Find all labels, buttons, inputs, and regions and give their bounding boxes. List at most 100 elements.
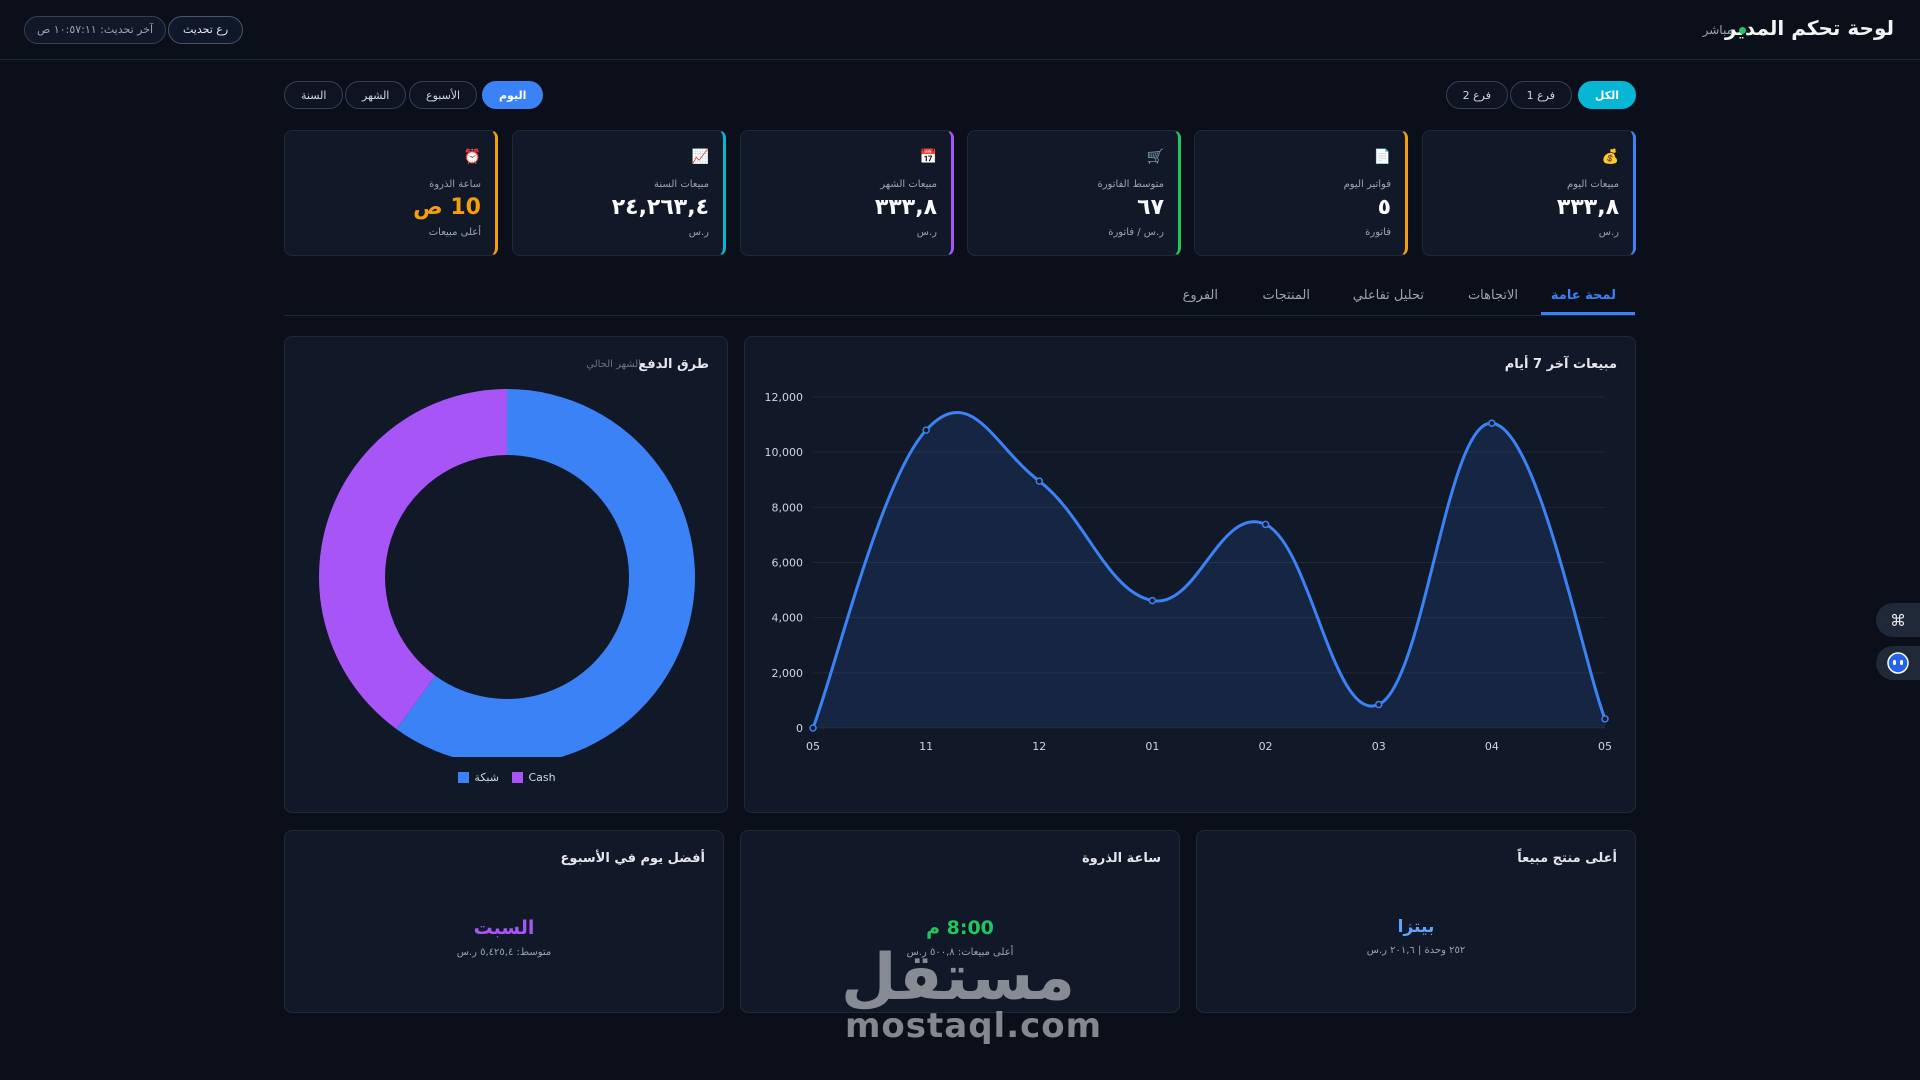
stat-unit: فاتورة [1365, 227, 1391, 238]
period-today-pill[interactable]: اليوم [482, 81, 544, 109]
stat-label: مبيعات الشهر [880, 179, 937, 190]
branch-2-pill[interactable]: فرع 2 [1445, 81, 1508, 109]
data-point [1148, 596, 1157, 605]
assistant-face-icon [1887, 652, 1909, 674]
top-product-title: أعلى منتج مبيعاً [1517, 851, 1617, 866]
data-point [922, 426, 930, 434]
last-update-badge: آخر تحديث: ١٠:٥٧:١١ ص [24, 16, 167, 44]
x-tick-label: 01 [1145, 740, 1159, 753]
x-tick-label: 11 [919, 740, 933, 753]
stat-unit: ر.س [1598, 227, 1619, 238]
peak-hour-value: 8:00 م [926, 917, 994, 939]
sales-area-chart: 0 2,000 4,000 6,000 8,000 10,000 12,000 05 11 12 0… [765, 391, 1613, 753]
stat-card-month-sales: 📅 مبيعات الشهر ٣٣٣,٨ ر.س [740, 130, 954, 256]
live-dot-icon [1739, 26, 1746, 34]
sales-chart-panel: مبيعات آخر 7 أيام 0 2,000 4,000 6,000 8,000 1… [744, 336, 1636, 813]
payment-methods-subtitle: الشهر الحالي [586, 359, 641, 370]
best-day-value: السبت [473, 917, 535, 939]
top-bar: لوحة تحكم المدير مباشر آخر تحديث: ١٠:٥٧:… [0, 0, 1920, 60]
stat-unit: ر.س [916, 227, 937, 238]
period-week-pill[interactable]: الأسبوع [409, 81, 478, 109]
legend-swatch-cash [512, 772, 524, 783]
tab-interactive-analysis[interactable]: تحليل تفاعلي [1352, 288, 1424, 303]
apps-grid-button[interactable]: ⌘ [1876, 603, 1920, 637]
mostaql-watermark: مستقل mostaql.com [840, 941, 1103, 1046]
best-day-title: أفضل يوم في الأسبوع [560, 851, 705, 866]
y-tick-label: 12,000 [765, 391, 804, 404]
best-day-detail: متوسط: ٥,٤٢٥,٤ ر.س [456, 947, 552, 958]
x-tick-label: 02 [1259, 740, 1273, 753]
series-area [813, 412, 1605, 728]
period-year-pill[interactable]: السنة [284, 81, 344, 109]
legend-label: Cash [528, 771, 556, 784]
legend-item-network[interactable]: شبكة [458, 771, 499, 784]
y-tick-label: 8,000 [772, 501, 804, 514]
donut-slice [319, 389, 507, 730]
stat-card-avg-invoice: 🛒 متوسط الفاتورة ٦٧ ر.س / فاتورة [967, 130, 1181, 256]
top-product-panel: أعلى منتج مبيعاً بيتزا ٢٥٢ وحدة | ٢٠١,٦ … [1196, 830, 1636, 1013]
x-tick-label: 03 [1372, 740, 1386, 753]
donut-slice [396, 389, 695, 757]
stat-label: متوسط الفاتورة [1097, 179, 1164, 190]
active-tab-indicator [1541, 312, 1635, 315]
stat-label: مبيعات اليوم [1566, 179, 1619, 190]
stat-card-today-invoices: 📄 فواتير اليوم ٥ فاتورة [1194, 130, 1408, 256]
legend-label: شبكة [474, 771, 499, 784]
cart-icon: 🛒 [1146, 149, 1164, 165]
watermark-latin: mostaql.com [845, 1006, 1103, 1046]
legend-swatch-network [458, 772, 470, 783]
tab-trends[interactable]: الاتجاهات [1467, 288, 1518, 303]
assistant-button[interactable] [1876, 646, 1920, 680]
branch-1-pill[interactable]: فرع 1 [1509, 81, 1572, 109]
y-tick-label: 10,000 [765, 446, 804, 459]
stat-value: ٣٣٣,٨ [1556, 195, 1619, 220]
money-bag-icon: 💰 [1601, 149, 1619, 165]
x-tick-label: 05 [1598, 740, 1612, 753]
apps-grid-icon: ⌘ [1890, 610, 1906, 630]
stat-value: ٦٧ [1137, 195, 1164, 220]
data-point [1035, 477, 1044, 485]
receipt-icon: 📄 [1373, 149, 1391, 165]
data-point [1488, 419, 1496, 427]
watermark-arabic: مستقل [840, 941, 1075, 1015]
payment-methods-title: طرق الدفع [638, 357, 709, 372]
stat-unit: أعلى مبيعات [428, 227, 481, 238]
x-tick-label: 04 [1485, 740, 1499, 753]
app-title: لوحة تحكم المدير [1724, 16, 1894, 40]
legend-item-cash[interactable]: Cash [512, 771, 556, 784]
tab-products[interactable]: المنتجات [1262, 288, 1310, 303]
y-tick-label: 2,000 [772, 667, 804, 680]
peak-hour-detail: أعلى مبيعات: ٥٠٠,٨ ر.س [906, 947, 1014, 958]
stat-value: 10 ص [413, 195, 481, 220]
payment-donut-chart [319, 389, 695, 757]
data-point [1374, 700, 1383, 709]
stat-label: مبيعات السنة [654, 179, 709, 190]
y-tick-label: 0 [796, 722, 803, 735]
x-tick-label: 12 [1032, 740, 1046, 753]
top-product-value: بيتزا [1397, 917, 1435, 937]
refresh-button[interactable]: رع تحديث [168, 16, 244, 44]
best-day-panel: أفضل يوم في الأسبوع السبت متوسط: ٥,٤٢٥,٤… [284, 830, 724, 1013]
y-tick-label: 6,000 [772, 557, 804, 570]
data-point [809, 724, 817, 732]
sales-chart-title: مبيعات آخر 7 أيام [1504, 357, 1617, 372]
alarm-clock-icon: ⏰ [463, 149, 481, 165]
stat-unit: ر.س / فاتورة [1108, 227, 1164, 238]
branch-all-pill[interactable]: الكل [1577, 81, 1636, 109]
stat-unit: ر.س [688, 227, 709, 238]
donut-legend: شبكة Cash [285, 771, 729, 786]
stat-label: ساعة الذروة [429, 179, 481, 190]
stat-card-year-sales: 📈 مبيعات السنة ٢٤,٢٦٣,٤ ر.س [512, 130, 726, 256]
top-product-detail: ٢٥٢ وحدة | ٢٠١,٦ ر.س [1366, 945, 1466, 956]
period-month-pill[interactable]: الشهر [345, 81, 407, 109]
y-tick-label: 4,000 [772, 612, 804, 625]
tab-overview[interactable]: لمحة عامة [1550, 288, 1616, 303]
live-indicator: مباشر [1703, 23, 1746, 37]
stat-label: فواتير اليوم [1343, 179, 1391, 190]
x-tick-label: 05 [806, 740, 820, 753]
stat-card-today-sales: 💰 مبيعات اليوم ٣٣٣,٨ ر.س [1422, 130, 1636, 256]
data-point [1261, 520, 1270, 529]
peak-hour-title: ساعة الذروة [1081, 851, 1161, 866]
stat-value: ٣٣٣,٨ [874, 195, 937, 220]
tab-branches[interactable]: الفروع [1182, 288, 1218, 303]
